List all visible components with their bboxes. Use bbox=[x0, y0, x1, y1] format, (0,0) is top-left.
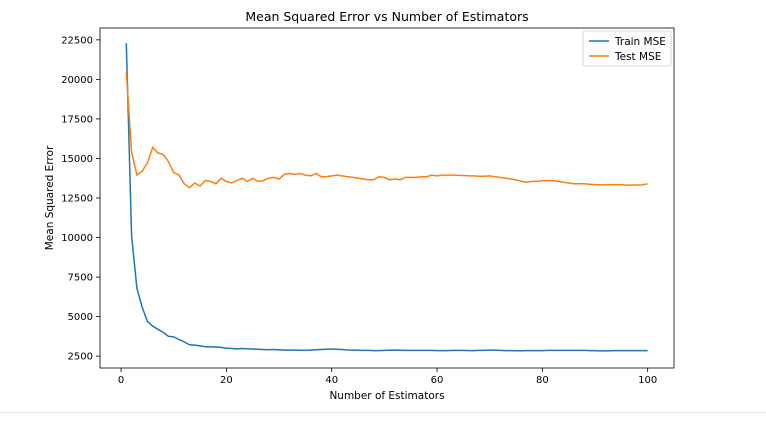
x-tick-label: 60 bbox=[431, 375, 444, 386]
x-tick-label: 0 bbox=[118, 375, 124, 386]
x-tick-label: 80 bbox=[536, 375, 549, 386]
chart-title: Mean Squared Error vs Number of Estimato… bbox=[245, 9, 528, 24]
legend: Train MSE Test MSE bbox=[582, 30, 672, 67]
x-tick-label: 20 bbox=[220, 375, 233, 386]
y-tick-label: 7500 bbox=[68, 273, 93, 284]
x-axis-label: Number of Estimators bbox=[329, 390, 444, 402]
y-tick-label: 2500 bbox=[68, 352, 93, 363]
axis-ticks: 0 20 40 60 80 100 2500 5000 7500 10000 12500 15000 1… bbox=[61, 35, 657, 386]
axes-frame bbox=[99, 27, 675, 369]
legend-box bbox=[582, 30, 672, 67]
x-tick-label: 100 bbox=[638, 375, 657, 386]
y-tick-label: 15000 bbox=[61, 154, 93, 165]
y-tick-label: 17500 bbox=[61, 114, 93, 125]
series-line-train-mse bbox=[125, 42, 648, 352]
legend-label-train: Train MSE bbox=[614, 36, 666, 48]
legend-label-test: Test MSE bbox=[614, 51, 661, 63]
series-line-test-mse bbox=[125, 71, 648, 189]
y-tick-label: 22500 bbox=[61, 35, 93, 46]
y-tick-label: 5000 bbox=[68, 312, 93, 323]
y-tick-label: 10000 bbox=[61, 233, 93, 244]
plot-area bbox=[125, 42, 648, 352]
y-tick-label: 12500 bbox=[61, 194, 93, 205]
y-axis-label: Mean Squared Error bbox=[44, 145, 56, 250]
bottom-divider bbox=[0, 412, 766, 413]
y-tick-label: 20000 bbox=[61, 75, 93, 86]
x-tick-label: 40 bbox=[325, 375, 338, 386]
